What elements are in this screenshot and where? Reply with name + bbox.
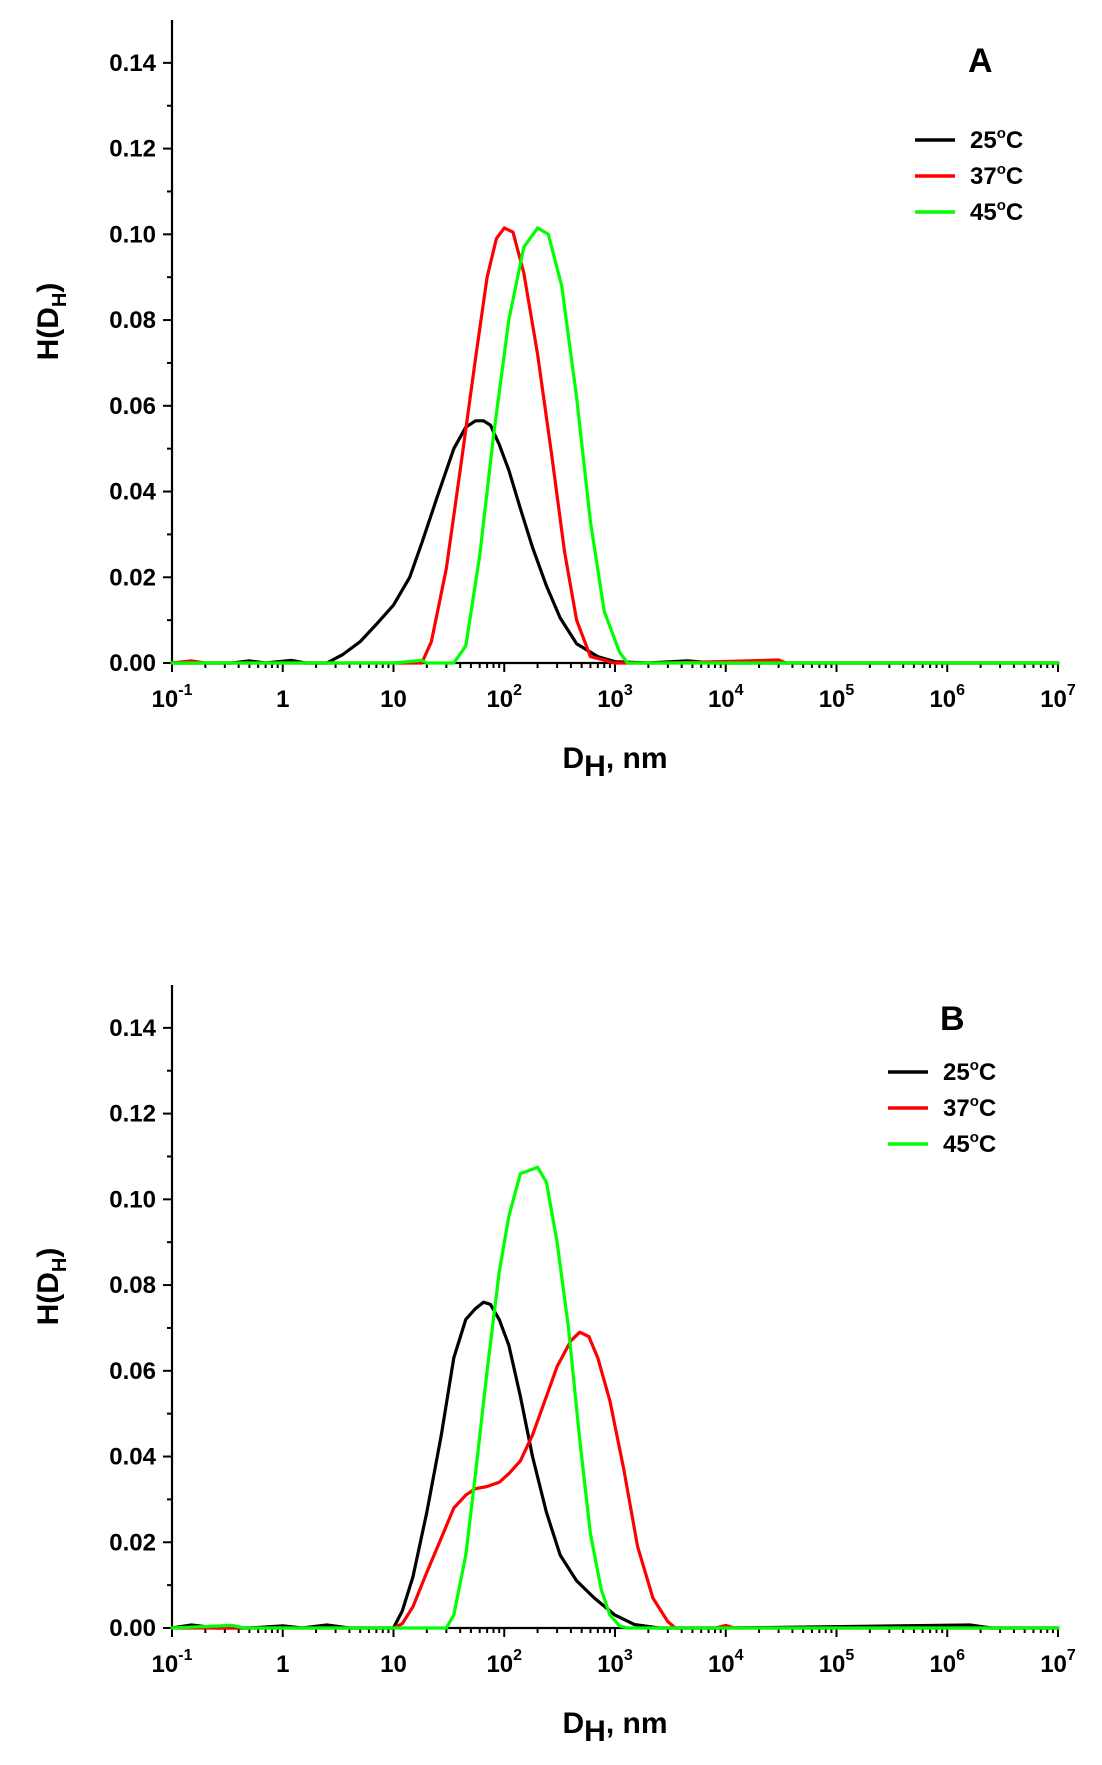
chart-panel-a: 0.00 0.02 0.04 0.06 0.08 0.10 0.12 0.14 10-1 1 10 1… <box>32 20 1076 783</box>
series-line-45c <box>170 1165 1060 1630</box>
chart-panel-b: 0.00 0.02 0.04 0.06 0.08 0.10 0.12 0.14 10-1 1 10 1… <box>32 985 1076 1748</box>
series-line-25c <box>170 1300 1060 1630</box>
y-tick-label: 0.12 <box>109 1101 156 1128</box>
series-line-37c <box>170 226 1060 665</box>
y-axis-title: H(DH) <box>32 1248 71 1326</box>
x-tick-label: 10-1 <box>152 682 193 713</box>
x-tick-label: 1 <box>276 1651 289 1678</box>
y-tick-label: 0.04 <box>109 479 156 506</box>
series-line-37c <box>170 1330 1060 1630</box>
y-tick-label: 0.06 <box>109 1358 156 1385</box>
x-tick-label: 103 <box>597 682 633 713</box>
x-tick-label: 106 <box>929 682 965 713</box>
panel-label: B <box>940 1000 965 1038</box>
panel-label: A <box>968 42 993 80</box>
x-tick-label: 104 <box>708 1647 744 1678</box>
legend-label-37c: 37oC <box>943 1093 996 1122</box>
x-tick-label: 102 <box>486 1647 522 1678</box>
y-tick-label: 0.00 <box>109 650 156 677</box>
y-tick-label: 0.12 <box>109 136 156 163</box>
x-tick-label: 102 <box>486 682 522 713</box>
y-tick-label: 0.02 <box>109 564 156 591</box>
x-tick-label: 104 <box>708 682 744 713</box>
y-tick-label: 0.00 <box>109 1615 156 1642</box>
series-line-45c <box>170 226 1060 665</box>
x-tick-label: 106 <box>929 1647 965 1678</box>
x-tick-label: 10 <box>380 686 407 713</box>
x-tick-label: 107 <box>1040 682 1076 713</box>
x-axis-title: DH, nm <box>562 742 667 783</box>
y-tick-label: 0.10 <box>109 221 156 248</box>
x-tick-label: 10 <box>380 1651 407 1678</box>
y-tick-label: 0.08 <box>109 307 156 334</box>
series-line-25c <box>170 419 1060 665</box>
x-tick-label: 1 <box>276 686 289 713</box>
y-tick-label: 0.14 <box>109 1015 156 1042</box>
legend-label-45c: 45oC <box>970 197 1023 226</box>
x-tick-label: 105 <box>819 682 855 713</box>
y-tick-label: 0.08 <box>109 1272 156 1299</box>
legend-label-37c: 37oC <box>970 161 1023 190</box>
x-tick-label: 10-1 <box>152 1647 193 1678</box>
x-tick-label: 107 <box>1040 1647 1076 1678</box>
legend-label-25c: 25oC <box>943 1057 996 1086</box>
legend-label-25c: 25oC <box>970 125 1023 154</box>
x-axis-title: DH, nm <box>562 1707 667 1748</box>
y-tick-label: 0.10 <box>109 1186 156 1213</box>
y-tick-label: 0.04 <box>109 1444 156 1471</box>
y-tick-label: 0.02 <box>109 1529 156 1556</box>
x-tick-label: 105 <box>819 1647 855 1678</box>
y-axis-title: H(DH) <box>32 283 71 361</box>
y-tick-label: 0.06 <box>109 393 156 420</box>
y-tick-label: 0.14 <box>109 50 156 77</box>
x-tick-label: 103 <box>597 1647 633 1678</box>
legend-label-45c: 45oC <box>943 1129 996 1158</box>
